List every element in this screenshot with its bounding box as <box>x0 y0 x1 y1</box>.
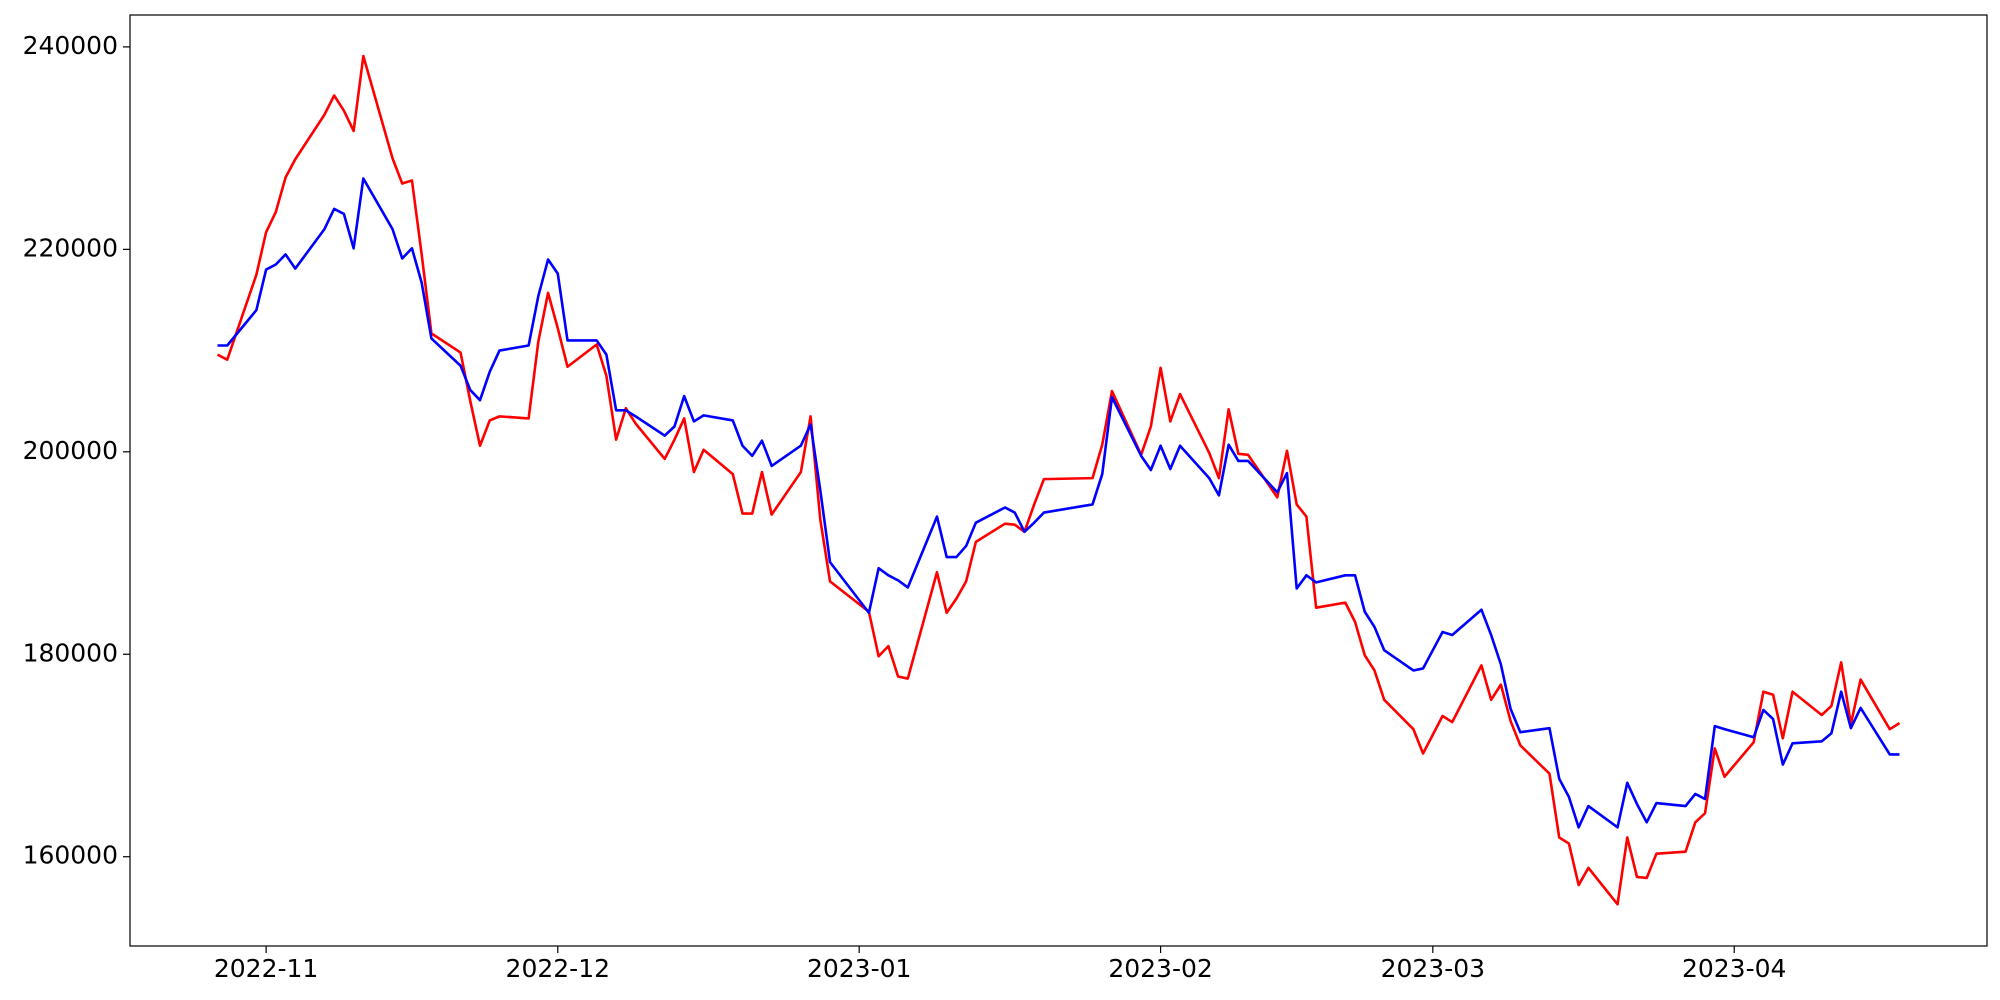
series-line <box>216 54 1901 906</box>
y-tick-label: 180000 <box>23 638 118 667</box>
y-tick-label: 160000 <box>23 841 118 870</box>
x-tick-label: 2023-01 <box>807 954 911 983</box>
series-line <box>217 177 1900 829</box>
x-tick-label: 2022-12 <box>506 954 610 983</box>
x-tick-label: 2023-02 <box>1108 954 1212 983</box>
x-tick-label: 2022-11 <box>214 954 318 983</box>
x-tick-label: 2023-04 <box>1682 954 1786 983</box>
y-tick-label: 220000 <box>23 233 118 262</box>
x-tick-label: 2023-03 <box>1381 954 1485 983</box>
y-tick-label: 240000 <box>23 31 118 60</box>
y-tick-label: 200000 <box>23 436 118 465</box>
plot-frame <box>129 14 1988 947</box>
